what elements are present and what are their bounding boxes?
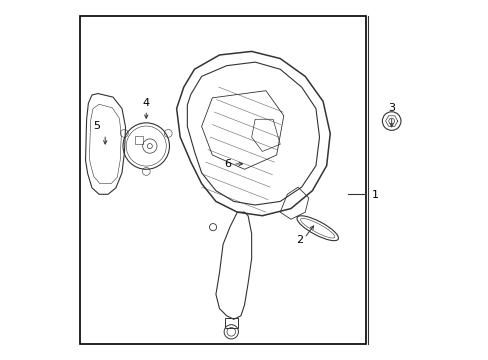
Text: 3: 3 <box>387 103 394 113</box>
Text: 6: 6 <box>224 159 230 169</box>
Bar <box>224 318 237 328</box>
Text: 2: 2 <box>296 234 303 244</box>
Bar <box>135 136 143 144</box>
Text: 4: 4 <box>142 98 149 108</box>
Text: 1: 1 <box>371 190 378 200</box>
Text: 5: 5 <box>93 121 100 131</box>
